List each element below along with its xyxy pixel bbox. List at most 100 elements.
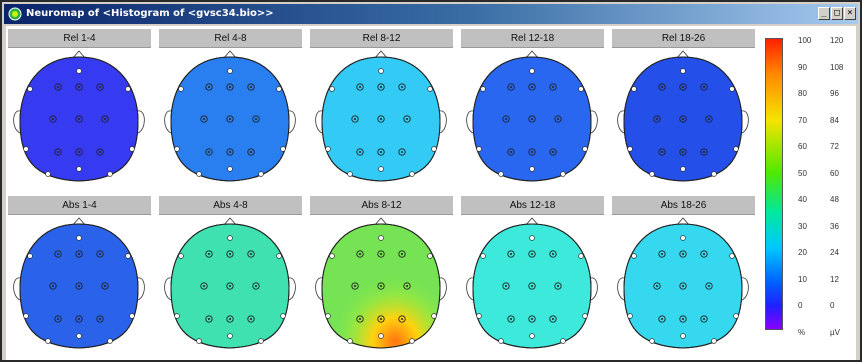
map-panel-rel-1-4[interactable]: Rel 1-4 — [8, 29, 151, 191]
electrode-marker — [125, 253, 131, 259]
electrode-marker — [398, 148, 406, 156]
electrode-marker — [653, 115, 661, 123]
map-panel-abs-12-18[interactable]: Abs 12-18 — [461, 196, 604, 358]
maximize-button[interactable]: □ — [831, 7, 843, 20]
electrode-marker — [252, 282, 260, 290]
window-title: Neuromap of <Histogram of <gvsc34.bio>> — [26, 8, 274, 19]
electrode-marker — [174, 313, 180, 319]
electrode-marker — [498, 171, 504, 177]
electrode-marker — [54, 148, 62, 156]
map-panel-abs-1-4[interactable]: Abs 1-4 — [8, 196, 151, 358]
app-icon — [8, 7, 22, 21]
electrode-marker — [431, 313, 437, 319]
electrode-marker — [679, 315, 687, 323]
electrode-marker — [680, 68, 686, 74]
electrode-marker — [711, 171, 717, 177]
scale-tick-label: 30 — [798, 221, 807, 231]
electrode-marker — [227, 333, 233, 339]
electrode-marker — [54, 83, 62, 91]
electrode-marker — [205, 315, 213, 323]
electrode-marker — [582, 146, 588, 152]
electrode-marker — [226, 315, 234, 323]
electrode-marker — [431, 146, 437, 152]
electrode-marker — [347, 171, 353, 177]
electrode-marker — [27, 253, 33, 259]
electrode-marker — [507, 83, 515, 91]
electrode-marker — [276, 253, 282, 259]
electrode-marker — [129, 146, 135, 152]
map-panel-rel-4-8[interactable]: Rel 4-8 — [159, 29, 302, 191]
electrode-marker — [226, 282, 234, 290]
electrode-marker — [258, 338, 264, 344]
electrode-marker — [205, 83, 213, 91]
map-panel-rel-8-12[interactable]: Rel 8-12 — [310, 29, 453, 191]
electrode-marker — [729, 253, 735, 259]
scale-tick-label: 36 — [830, 221, 839, 231]
panel-label: Rel 8-12 — [310, 29, 453, 48]
map-panel-rel-18-26[interactable]: Rel 18-26 — [612, 29, 755, 191]
electrode-marker — [658, 83, 666, 91]
electrode-marker — [107, 338, 113, 344]
electrode-marker — [582, 313, 588, 319]
electrode-marker — [528, 315, 536, 323]
electrode-marker — [329, 86, 335, 92]
electrode-marker — [729, 86, 735, 92]
head-topomap — [466, 217, 598, 349]
electrode-marker — [529, 333, 535, 339]
panel-label: Abs 8-12 — [310, 196, 453, 215]
electrode-marker — [507, 250, 515, 258]
map-panel-abs-8-12[interactable]: Abs 8-12 — [310, 196, 453, 358]
electrode-marker — [377, 315, 385, 323]
electrode-marker — [528, 148, 536, 156]
head-topomap — [315, 50, 447, 182]
map-panel-abs-4-8[interactable]: Abs 4-8 — [159, 196, 302, 358]
electrode-marker — [653, 282, 661, 290]
panel-label: Rel 18-26 — [612, 29, 755, 48]
scale-tick-label: 0 — [798, 301, 803, 310]
electrode-marker — [549, 148, 557, 156]
scale-tick-label: 20 — [798, 248, 807, 257]
electrode-marker — [54, 315, 62, 323]
electrode-marker — [476, 146, 482, 152]
electrode-marker — [75, 115, 83, 123]
electrode-marker — [247, 148, 255, 156]
close-button[interactable]: × — [844, 7, 856, 20]
electrode-marker — [49, 282, 57, 290]
electrode-marker — [679, 115, 687, 123]
electrode-marker — [54, 250, 62, 258]
panel-label: Abs 12-18 — [461, 196, 604, 215]
panel-label: Abs 18-26 — [612, 196, 755, 215]
electrode-marker — [679, 148, 687, 156]
scale-tick-label: 120 — [830, 36, 844, 45]
electrode-marker — [75, 83, 83, 91]
electrode-marker — [560, 338, 566, 344]
electrode-marker — [23, 146, 29, 152]
scale-tick-label: 48 — [830, 195, 839, 204]
map-panel-abs-18-26[interactable]: Abs 18-26 — [612, 196, 755, 358]
electrode-marker — [549, 83, 557, 91]
minimize-button[interactable]: _ — [818, 7, 830, 20]
electrode-marker — [377, 115, 385, 123]
map-panel-rel-12-18[interactable]: Rel 12-18 — [461, 29, 604, 191]
electrode-marker — [377, 148, 385, 156]
electrode-marker — [45, 338, 51, 344]
scale-tick-label: 96 — [830, 89, 839, 98]
electrode-marker — [679, 83, 687, 91]
electrode-marker — [107, 171, 113, 177]
scale-tick-label: 70 — [798, 115, 807, 125]
electrode-marker — [76, 235, 82, 241]
electrode-marker — [96, 315, 104, 323]
electrode-marker — [529, 166, 535, 172]
electrode-marker — [398, 83, 406, 91]
electrode-marker — [578, 253, 584, 259]
electrode-marker — [356, 250, 364, 258]
head-topomap — [13, 50, 145, 182]
electrode-marker — [658, 250, 666, 258]
electrode-marker — [247, 315, 255, 323]
electrode-marker — [409, 171, 415, 177]
electrode-marker — [76, 333, 82, 339]
scale-tick-label: 90 — [798, 62, 807, 72]
title-bar[interactable]: Neuromap of <Histogram of <gvsc34.bio>> … — [4, 4, 858, 24]
electrode-marker — [398, 250, 406, 258]
electrode-marker — [205, 148, 213, 156]
